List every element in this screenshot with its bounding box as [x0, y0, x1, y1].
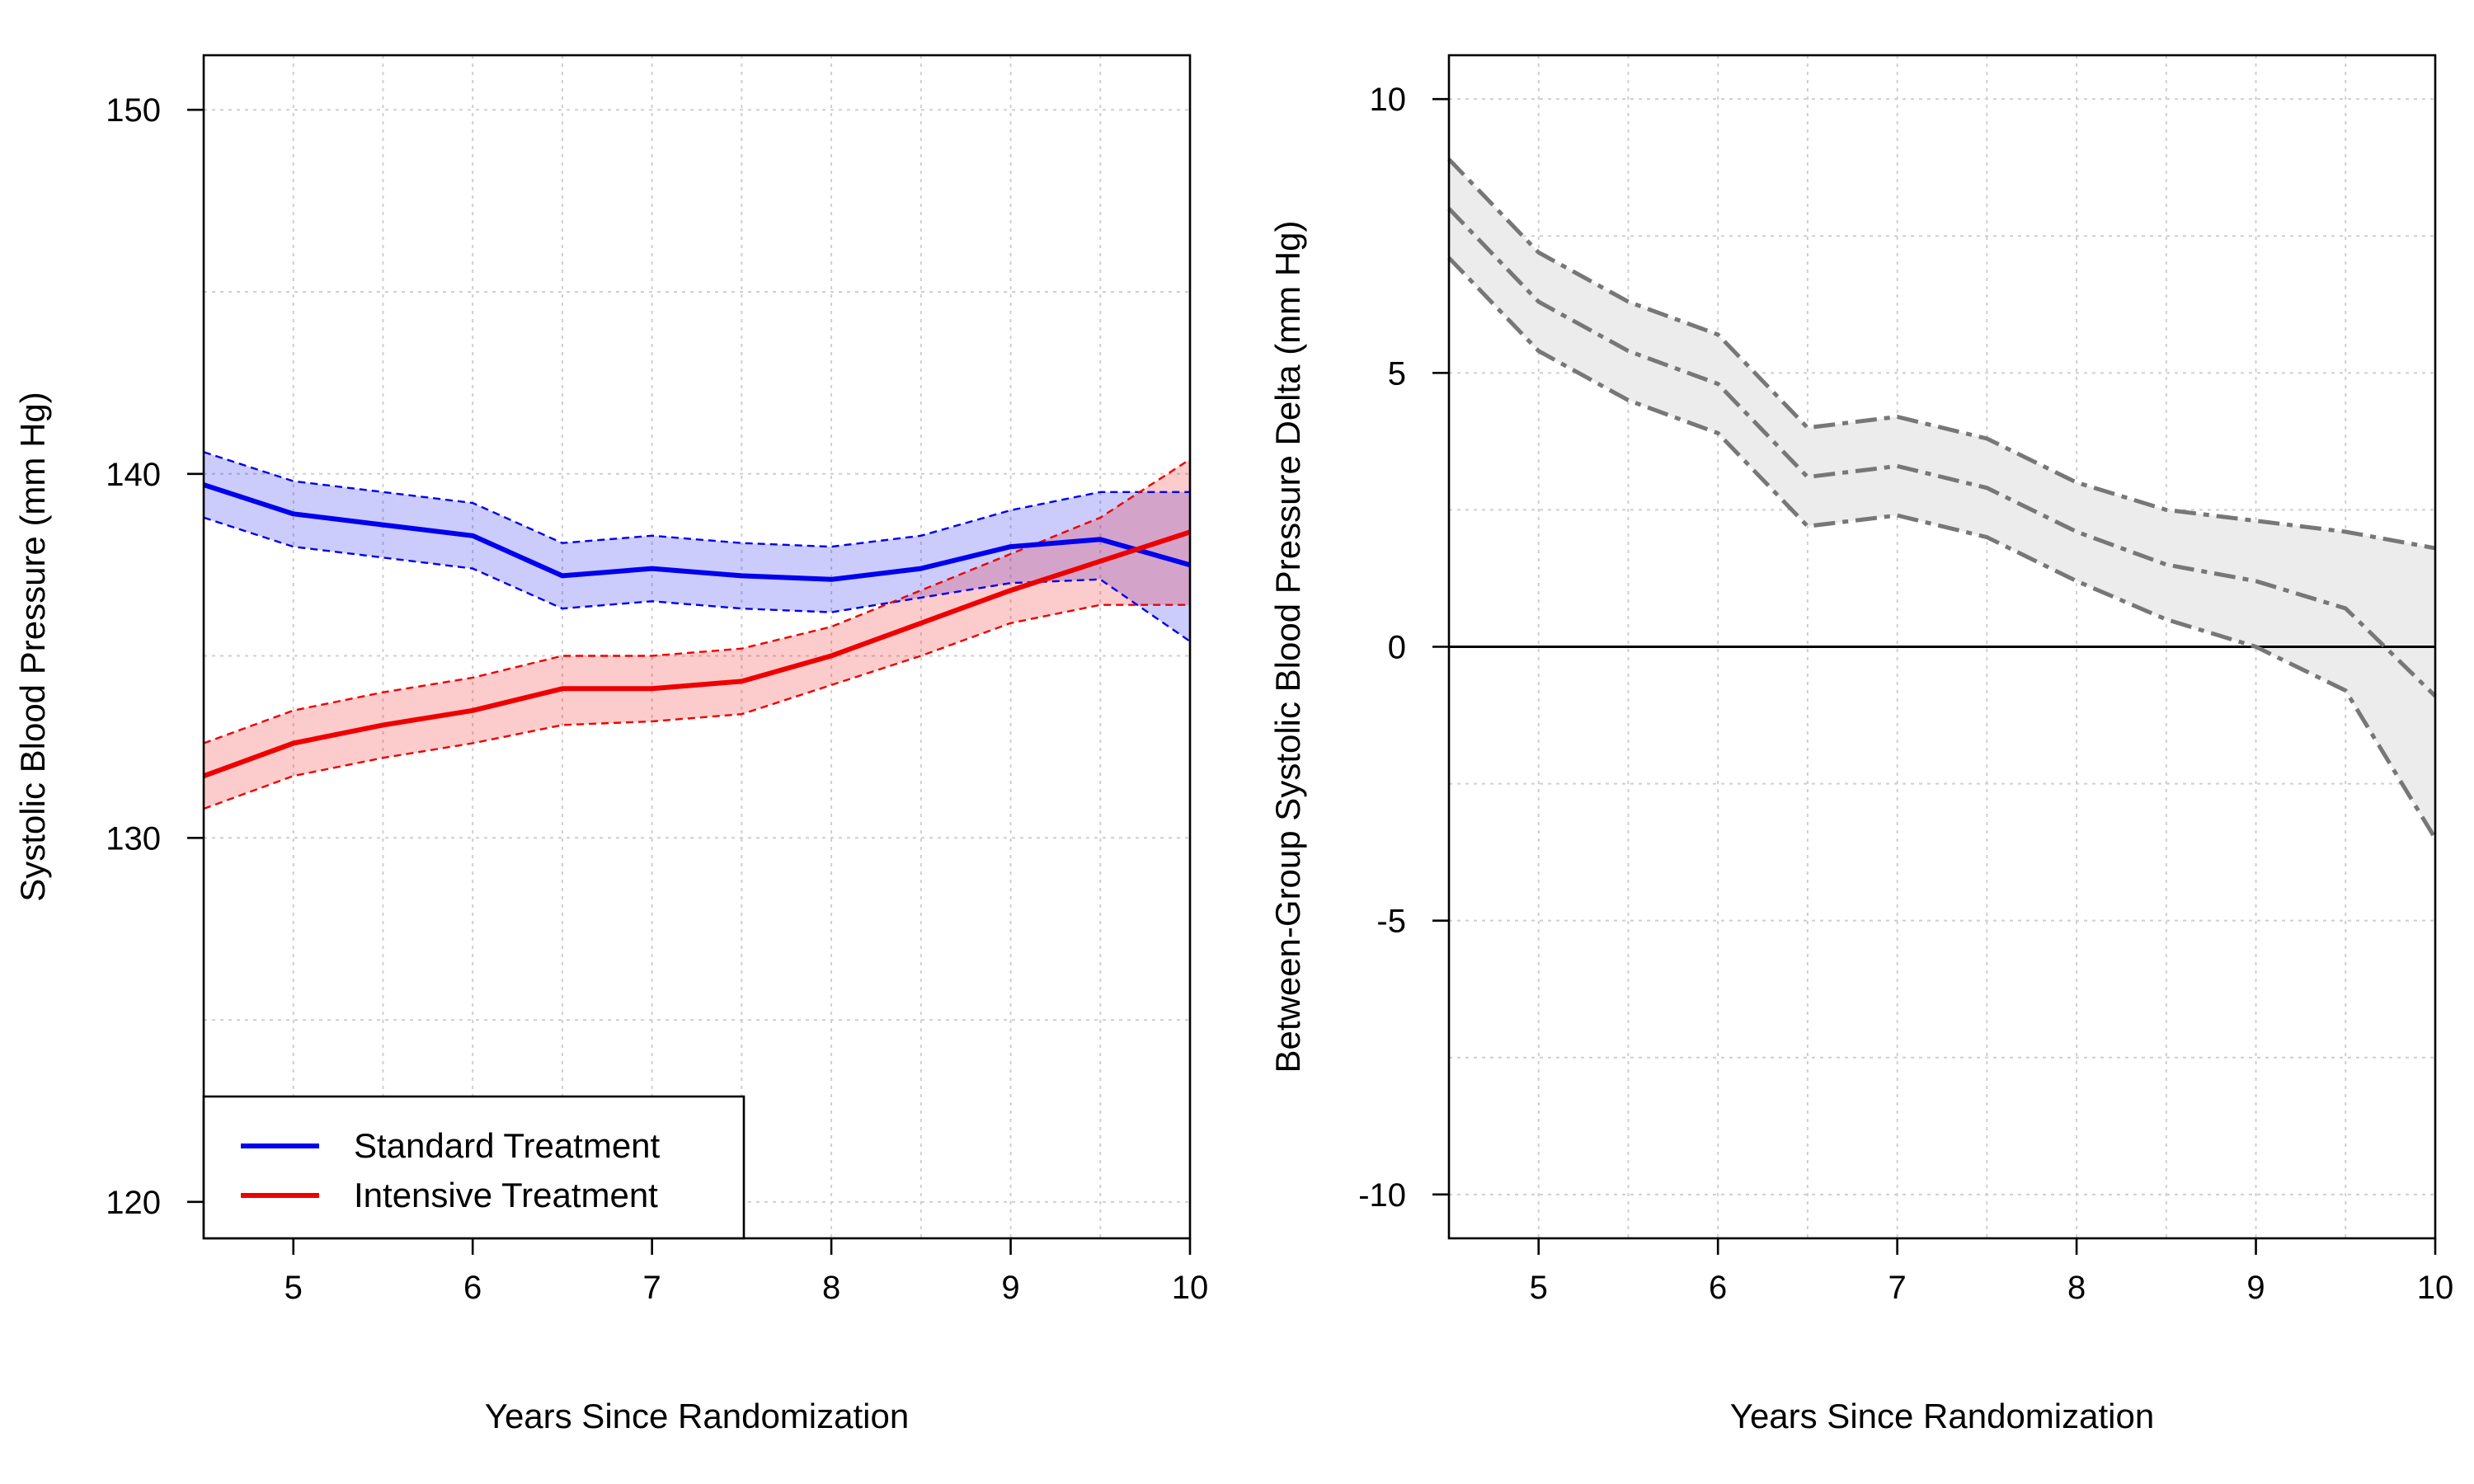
delta-estimate-line — [1447, 207, 2437, 698]
delta-y-axis: -10 -5 0 5 10 — [1358, 82, 1449, 1214]
intensive-treatment-ci-band — [204, 459, 1190, 809]
y-tick-label: -5 — [1376, 904, 1406, 940]
bp-y-axis-title: Systolic Blood Pressure (mm Hg) — [13, 392, 52, 902]
bp-delta-panel: 5 6 7 8 9 10 -10 -5 0 5 10 Years Since Randomizat… — [1268, 54, 2454, 1435]
bp-y-axis: 120 130 140 150 — [106, 92, 204, 1221]
y-tick-label: 10 — [1370, 82, 1407, 118]
legend-label-intensive-treatment: Intensive Treatment — [354, 1176, 658, 1214]
y-tick-label: 150 — [106, 92, 161, 129]
x-tick-label: 9 — [1001, 1270, 1019, 1306]
legend: Standard Treatment Intensive Treatment — [202, 1095, 745, 1240]
x-tick-label: 5 — [1530, 1270, 1548, 1306]
bp-x-axis: 5 6 7 8 9 10 — [285, 1238, 1209, 1306]
y-tick-label: 140 — [106, 457, 161, 493]
y-tick-label: 0 — [1388, 630, 1406, 666]
x-tick-label: 8 — [822, 1270, 840, 1306]
x-tick-label: 9 — [2246, 1270, 2265, 1306]
intensive-treatment-line — [202, 529, 1191, 779]
delta-ci-band — [1449, 159, 2435, 838]
y-tick-label: 130 — [106, 820, 161, 857]
bp-x-axis-title: Years Since Randomization — [485, 1397, 909, 1435]
bp-confidence-bounds — [203, 451, 1191, 810]
delta-x-axis: 5 6 7 8 9 10 — [1530, 1238, 2454, 1306]
delta-lower-bound-line — [1447, 256, 2438, 840]
y-tick-label: 5 — [1388, 355, 1406, 392]
delta-x-axis-title: Years Since Randomization — [1730, 1397, 2154, 1435]
standard-treatment-line — [203, 482, 1191, 582]
y-tick-label: 120 — [106, 1185, 161, 1221]
delta-y-axis-title: Between-Group Systolic Blood Pressure De… — [1268, 220, 1307, 1073]
x-tick-label: 6 — [1709, 1270, 1727, 1306]
bp-plot-frame — [202, 54, 1192, 1240]
delta-lines — [1447, 157, 2438, 840]
intensive-treatment-lower-bound — [203, 603, 1190, 810]
bp-mean-lines — [202, 482, 1191, 779]
legend-box — [202, 1095, 745, 1240]
x-tick-label: 8 — [2067, 1270, 2086, 1306]
standard-treatment-lower-bound — [203, 516, 1191, 642]
legend-label-standard-treatment: Standard Treatment — [354, 1126, 661, 1165]
bp-gridlines — [203, 55, 1191, 1238]
bp-trajectory-panel: 5 6 7 8 9 10 120 130 140 150 Years Since Randomi… — [13, 54, 1209, 1435]
standard-treatment-ci-band — [204, 452, 1190, 641]
x-tick-label: 10 — [1172, 1270, 1209, 1306]
x-tick-label: 5 — [285, 1270, 303, 1306]
x-tick-label: 6 — [463, 1270, 482, 1306]
x-tick-label: 10 — [2417, 1270, 2454, 1306]
bp-confidence-bands — [204, 452, 1190, 809]
y-tick-label: -10 — [1358, 1177, 1406, 1214]
standard-treatment-upper-bound — [203, 451, 1190, 548]
delta-upper-bound-line — [1447, 157, 2436, 551]
delta-confidence-band — [1449, 159, 2435, 838]
x-tick-label: 7 — [643, 1270, 661, 1306]
x-tick-label: 7 — [1888, 1270, 1907, 1306]
